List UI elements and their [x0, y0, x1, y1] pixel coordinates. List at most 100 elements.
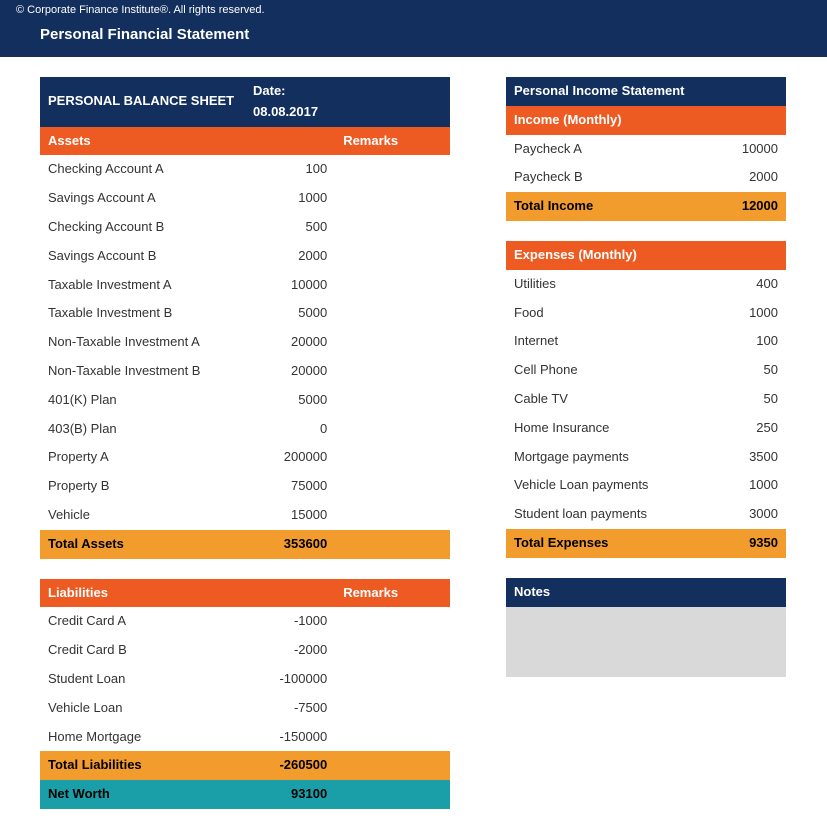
row-label: Credit Card B: [40, 636, 245, 665]
row-value: 20000: [245, 328, 335, 357]
total-assets-value: 353600: [245, 530, 335, 559]
row-remarks: [335, 242, 450, 271]
row-value: 100: [722, 327, 786, 356]
row-label: Savings Account A: [40, 184, 245, 213]
row-label: Checking Account B: [40, 213, 245, 242]
row-label: Taxable Investment A: [40, 271, 245, 300]
row-label: Checking Account A: [40, 155, 245, 184]
content-area: PERSONAL BALANCE SHEET Date: 08.08.2017 …: [0, 57, 827, 819]
row-remarks: [335, 694, 450, 723]
right-column: Personal Income Statement Income (Monthl…: [506, 77, 786, 809]
row-label: Student Loan: [40, 665, 245, 694]
row-value: -1000: [245, 607, 335, 636]
row-value: 5000: [245, 299, 335, 328]
row-value: 50: [722, 356, 786, 385]
top-banner: © Corporate Finance Institute®. All righ…: [0, 0, 827, 57]
balance-sheet-table: PERSONAL BALANCE SHEET Date: 08.08.2017 …: [40, 77, 450, 559]
total-liabilities-label: Total Liabilities: [40, 751, 245, 780]
row-remarks: [335, 636, 450, 665]
page-title: Personal Financial Statement: [16, 16, 811, 43]
row-label: Student loan payments: [506, 500, 722, 529]
row-label: Home Insurance: [506, 414, 722, 443]
row-remarks: [335, 665, 450, 694]
notes-header: Notes: [506, 578, 786, 607]
total-assets-label: Total Assets: [40, 530, 245, 559]
row-value: 3500: [722, 443, 786, 472]
row-value: -7500: [245, 694, 335, 723]
row-remarks: [335, 328, 450, 357]
row-value: 5000: [245, 386, 335, 415]
row-remarks: [335, 443, 450, 472]
row-label: Paycheck A: [506, 135, 687, 164]
row-value: 250: [722, 414, 786, 443]
row-remarks: [335, 299, 450, 328]
row-label: Internet: [506, 327, 722, 356]
row-label: Non-Taxable Investment A: [40, 328, 245, 357]
total-income-label: Total Income: [506, 192, 687, 221]
row-remarks: [335, 155, 450, 184]
row-value: 2000: [687, 163, 786, 192]
total-liabilities-value: -260500: [245, 751, 335, 780]
balance-sheet-title: PERSONAL BALANCE SHEET: [40, 77, 245, 127]
row-label: Taxable Investment B: [40, 299, 245, 328]
row-value: 100: [245, 155, 335, 184]
row-remarks: [335, 213, 450, 242]
net-worth-label: Net Worth: [40, 780, 245, 809]
income-statement-table: Personal Income Statement Income (Monthl…: [506, 77, 786, 221]
row-remarks: [335, 501, 450, 530]
row-remarks: [335, 723, 450, 752]
row-value: 200000: [245, 443, 335, 472]
row-remarks: [335, 357, 450, 386]
remarks-header: Remarks: [335, 127, 450, 156]
row-value: -150000: [245, 723, 335, 752]
income-statement-title: Personal Income Statement: [506, 77, 786, 106]
row-value: -100000: [245, 665, 335, 694]
row-label: Vehicle Loan: [40, 694, 245, 723]
row-label: 401(K) Plan: [40, 386, 245, 415]
row-value: 75000: [245, 472, 335, 501]
row-value: 10000: [687, 135, 786, 164]
row-value: 1000: [722, 299, 786, 328]
remarks-header-2: Remarks: [335, 579, 450, 608]
row-label: Cell Phone: [506, 356, 722, 385]
row-value: 500: [245, 213, 335, 242]
row-value: -2000: [245, 636, 335, 665]
row-remarks: [335, 472, 450, 501]
row-value: 400: [722, 270, 786, 299]
row-value: 0: [245, 415, 335, 444]
left-column: PERSONAL BALANCE SHEET Date: 08.08.2017 …: [40, 77, 450, 809]
net-worth-value: 93100: [245, 780, 335, 809]
notes-table: Notes: [506, 578, 786, 607]
row-label: Mortgage payments: [506, 443, 722, 472]
total-expenses-label: Total Expenses: [506, 529, 722, 558]
row-label: 403(B) Plan: [40, 415, 245, 444]
row-label: Home Mortgage: [40, 723, 245, 752]
notes-box: [506, 607, 786, 677]
row-value: 1000: [245, 184, 335, 213]
assets-header: Assets: [40, 127, 245, 156]
expenses-header: Expenses (Monthly): [506, 241, 786, 270]
row-value: 1000: [722, 471, 786, 500]
row-label: Property A: [40, 443, 245, 472]
row-label: Savings Account B: [40, 242, 245, 271]
liabilities-table: Liabilities Remarks Credit Card A-1000Cr…: [40, 579, 450, 809]
row-label: Vehicle Loan payments: [506, 471, 722, 500]
row-value: 15000: [245, 501, 335, 530]
income-header: Income (Monthly): [506, 106, 786, 135]
balance-sheet-date: Date: 08.08.2017: [245, 77, 335, 127]
row-remarks: [335, 184, 450, 213]
row-remarks: [335, 415, 450, 444]
total-income-value: 12000: [687, 192, 786, 221]
row-label: Non-Taxable Investment B: [40, 357, 245, 386]
row-label: Property B: [40, 472, 245, 501]
row-label: Food: [506, 299, 722, 328]
row-label: Cable TV: [506, 385, 722, 414]
row-remarks: [335, 271, 450, 300]
row-label: Utilities: [506, 270, 722, 299]
row-value: 50: [722, 385, 786, 414]
liabilities-header: Liabilities: [40, 579, 245, 608]
row-value: 3000: [722, 500, 786, 529]
row-remarks: [335, 386, 450, 415]
row-value: 20000: [245, 357, 335, 386]
row-label: Credit Card A: [40, 607, 245, 636]
